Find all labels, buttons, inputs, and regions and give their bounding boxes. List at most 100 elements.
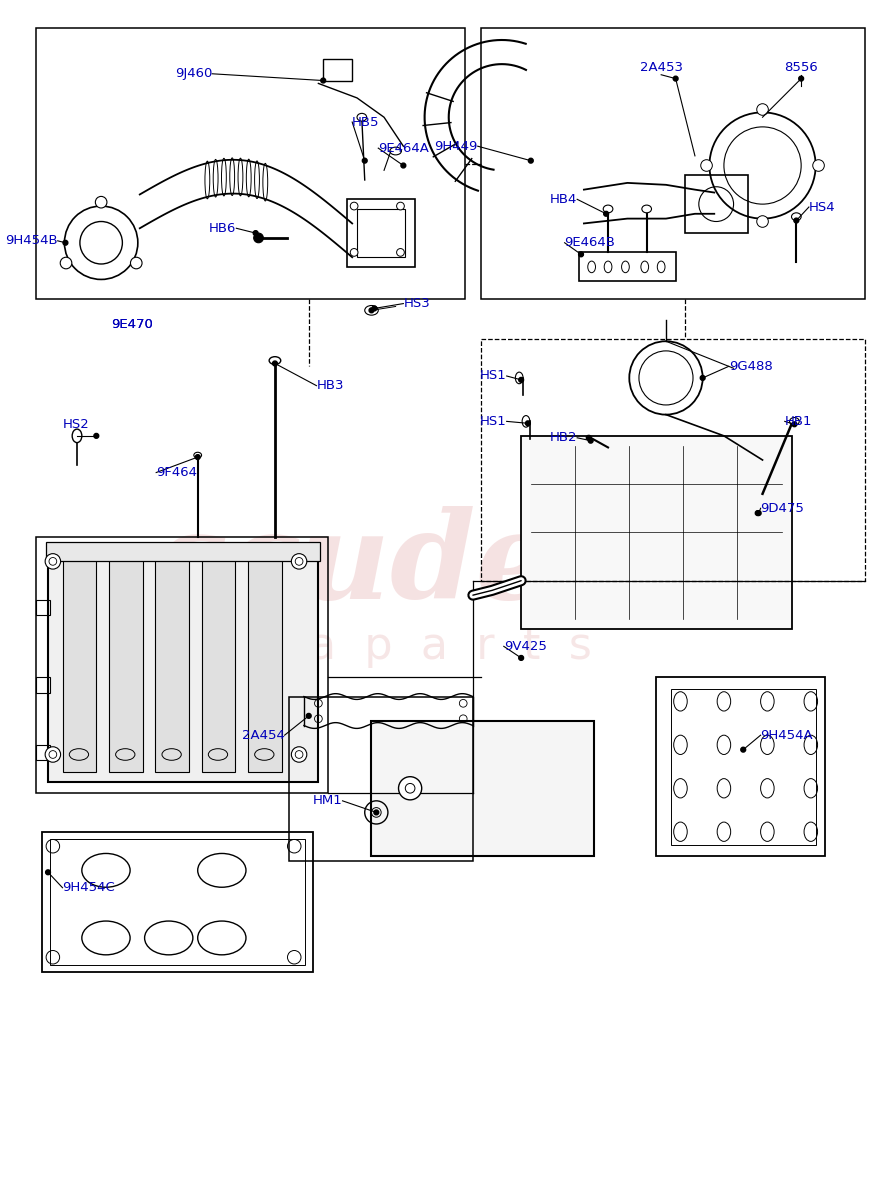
Text: HS1: HS1: [480, 370, 507, 383]
Circle shape: [45, 870, 51, 875]
Ellipse shape: [194, 452, 202, 458]
Circle shape: [588, 438, 593, 443]
Circle shape: [604, 211, 608, 216]
Circle shape: [130, 257, 142, 269]
Circle shape: [45, 746, 60, 762]
Circle shape: [401, 163, 406, 168]
Text: 9E470: 9E470: [111, 318, 153, 331]
Circle shape: [756, 511, 761, 516]
Circle shape: [525, 421, 531, 426]
Bar: [37, 600, 50, 616]
Circle shape: [519, 655, 524, 660]
Ellipse shape: [269, 356, 281, 365]
Bar: [48, 550, 318, 781]
Circle shape: [253, 230, 258, 235]
Text: 9G488: 9G488: [729, 360, 773, 373]
Circle shape: [529, 158, 533, 163]
Bar: [685, 175, 748, 233]
Text: HB6: HB6: [209, 222, 236, 235]
Circle shape: [273, 361, 277, 366]
Bar: [656, 677, 825, 856]
Circle shape: [519, 378, 524, 383]
Text: HB1: HB1: [785, 415, 812, 428]
Ellipse shape: [642, 205, 651, 212]
Bar: [323, 59, 352, 80]
Text: HM1: HM1: [313, 794, 343, 808]
Circle shape: [321, 78, 326, 83]
Text: a  p  a  r  t  s: a p a r t s: [309, 625, 592, 668]
Bar: [46, 542, 321, 562]
Circle shape: [397, 202, 405, 210]
Bar: [347, 199, 415, 266]
Text: 9H454C: 9H454C: [63, 881, 115, 894]
Bar: [42, 832, 313, 972]
Bar: [357, 209, 406, 257]
Bar: [37, 745, 50, 761]
Circle shape: [45, 553, 60, 569]
Bar: [671, 689, 815, 845]
Bar: [289, 696, 473, 860]
Ellipse shape: [789, 418, 799, 425]
Circle shape: [372, 306, 377, 311]
Text: 9H454B: 9H454B: [5, 234, 58, 247]
Circle shape: [94, 433, 99, 438]
Text: 9H454A: 9H454A: [760, 728, 813, 742]
Text: HS3: HS3: [404, 298, 430, 310]
Bar: [37, 538, 328, 793]
Text: 2A453: 2A453: [640, 60, 683, 73]
Bar: [37, 29, 465, 299]
Circle shape: [794, 218, 799, 223]
Text: HS1: HS1: [480, 415, 507, 428]
Circle shape: [701, 160, 712, 172]
Circle shape: [741, 748, 746, 752]
Circle shape: [253, 233, 263, 242]
Text: 9V425: 9V425: [503, 640, 546, 653]
Text: 8556: 8556: [784, 60, 818, 73]
Bar: [481, 29, 865, 299]
Text: HB5: HB5: [352, 115, 379, 128]
Bar: [109, 559, 142, 772]
Circle shape: [757, 103, 768, 115]
Circle shape: [369, 308, 374, 313]
Circle shape: [397, 248, 405, 257]
Text: HS2: HS2: [63, 418, 89, 431]
Text: scuderia: scuderia: [158, 506, 744, 624]
Circle shape: [350, 248, 358, 257]
Circle shape: [60, 257, 72, 269]
Bar: [481, 340, 865, 581]
Bar: [63, 559, 96, 772]
Text: 9D475: 9D475: [760, 502, 804, 515]
Ellipse shape: [357, 113, 367, 121]
Text: HB4: HB4: [550, 193, 577, 206]
Circle shape: [813, 160, 824, 172]
Circle shape: [799, 76, 803, 82]
Text: 9E464A: 9E464A: [378, 142, 429, 155]
Text: HS4: HS4: [808, 200, 836, 214]
Text: 9J460: 9J460: [175, 67, 212, 80]
Bar: [50, 840, 305, 965]
Circle shape: [363, 158, 367, 163]
Text: 9E464B: 9E464B: [565, 236, 615, 250]
Text: 9F464: 9F464: [156, 466, 198, 479]
Bar: [156, 559, 189, 772]
Text: HB2: HB2: [550, 431, 577, 444]
Ellipse shape: [390, 148, 401, 155]
Circle shape: [586, 436, 591, 440]
Ellipse shape: [792, 212, 801, 221]
Circle shape: [291, 553, 307, 569]
Text: HB3: HB3: [316, 379, 344, 392]
Circle shape: [306, 714, 311, 719]
Bar: [37, 677, 50, 692]
Text: 9H449: 9H449: [434, 139, 478, 152]
Circle shape: [399, 776, 421, 800]
Text: 9E470: 9E470: [111, 318, 153, 331]
Circle shape: [755, 511, 760, 516]
Circle shape: [700, 376, 705, 380]
Circle shape: [291, 746, 307, 762]
Circle shape: [63, 240, 68, 245]
Circle shape: [350, 202, 358, 210]
Bar: [579, 252, 676, 281]
Text: 2A454: 2A454: [242, 728, 285, 742]
Circle shape: [95, 197, 107, 208]
Bar: [248, 559, 281, 772]
